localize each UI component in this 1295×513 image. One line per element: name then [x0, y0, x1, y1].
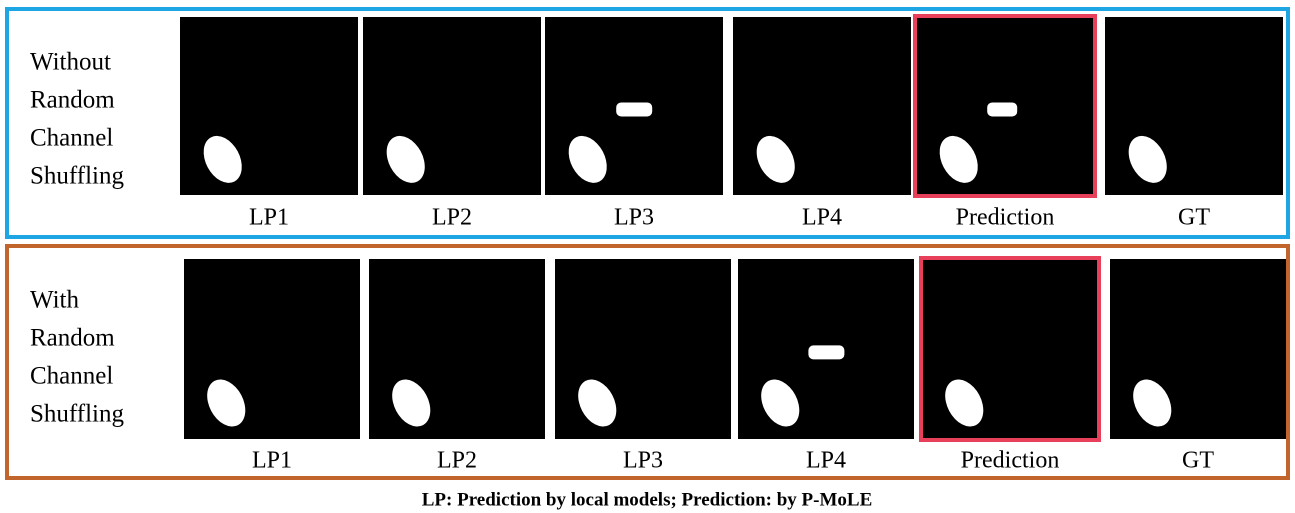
row-label: Without [30, 49, 111, 76]
row-label: With [30, 287, 79, 314]
row-label: Random [30, 87, 115, 114]
image-caption: Prediction [961, 448, 1060, 474]
image-caption: LP2 [432, 205, 472, 231]
image-caption: LP1 [249, 205, 289, 231]
figure: LP: Prediction by local models; Predicti… [0, 0, 1295, 513]
image-caption: LP4 [802, 205, 842, 231]
row-label: Channel [30, 363, 113, 390]
mask-image [363, 17, 541, 195]
mask-image [733, 17, 911, 195]
row-label: Random [30, 325, 115, 352]
row-label: Shuffling [30, 163, 124, 190]
row-label: Channel [30, 125, 113, 152]
row-label: Shuffling [30, 401, 124, 428]
mask-blob [616, 102, 652, 116]
image-caption: LP1 [252, 448, 292, 474]
image-caption: LP2 [437, 448, 477, 474]
mask-image [180, 17, 358, 195]
image-caption: LP3 [614, 205, 654, 231]
mask-image [922, 259, 1098, 439]
mask-image [184, 259, 360, 439]
image-caption: Prediction [956, 205, 1055, 231]
image-caption: GT [1178, 205, 1210, 231]
mask-image [1110, 259, 1286, 439]
mask-image [369, 259, 545, 439]
image-caption: LP4 [806, 448, 846, 474]
image-caption: GT [1182, 448, 1214, 474]
image-caption: LP3 [623, 448, 663, 474]
figure-footer: LP: Prediction by local models; Predicti… [422, 489, 873, 510]
mask-image [1105, 17, 1283, 195]
mask-blob [808, 345, 844, 359]
mask-blob [987, 102, 1017, 116]
mask-image [555, 259, 731, 439]
